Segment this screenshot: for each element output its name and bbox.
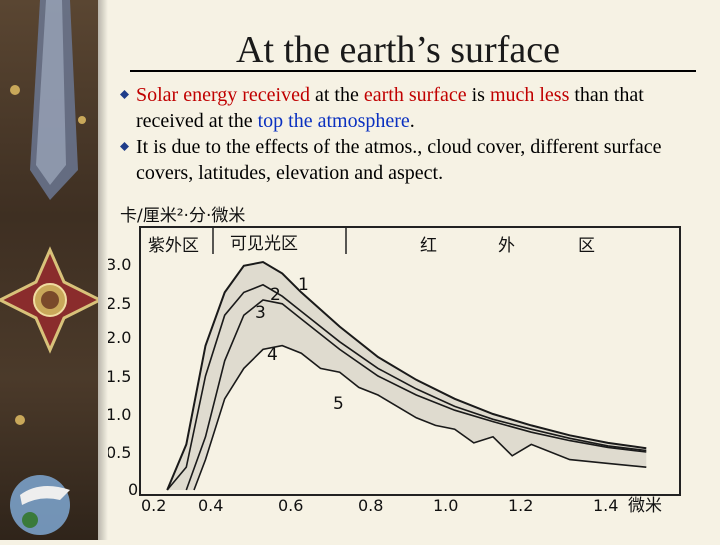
slide-title: At the earth’s surface: [236, 29, 560, 71]
band-label-uv: 紫外区: [148, 236, 199, 256]
x-tick-label: 1.2: [508, 496, 533, 515]
bullet-item-1: Solar energy received at the earth surfa…: [120, 82, 710, 134]
x-tick-label: 0.8: [358, 496, 383, 515]
band-label-ir-2: 外: [498, 236, 515, 256]
y-tick-label: 1.5: [108, 367, 131, 386]
curve-label-5: 5: [333, 394, 344, 414]
absorption-shading: [167, 262, 647, 490]
curve-line-1: [166, 260, 647, 491]
band-label-visible: 可见光区: [230, 234, 298, 254]
decorative-sidebar: [0, 0, 104, 540]
x-tick-label: 0.4: [198, 496, 223, 515]
curve-label-3: 3: [255, 303, 266, 323]
band-label-ir-1: 红: [420, 236, 437, 256]
curve-labels: 1 2 3 4 5: [255, 275, 344, 414]
bullet-1-phrase-d: is: [471, 84, 485, 106]
curve-line-3: [185, 299, 647, 491]
solar-spectrum-chart: 卡/厘米²·分·微米 紫外区 可见光区 红 外 区 3.0 2.5 2.0 1.…: [108, 206, 681, 516]
y-axis-ticks: 3.0 2.5 2.0 1.5 1.0 0.5 0: [108, 255, 138, 499]
bullet-1-phrase-a: Solar energy received: [136, 84, 310, 106]
x-tick-label: 0.2: [141, 496, 166, 515]
curve-label-1: 1: [298, 275, 309, 295]
y-tick-label: 0: [128, 480, 138, 499]
bullet-2-text: It is due to the effects of the atmos., …: [136, 136, 662, 184]
x-tick-label: 0.6: [278, 496, 303, 515]
bullet-1-phrase-c: earth surface: [363, 84, 467, 106]
y-tick-label: 2.0: [108, 328, 131, 347]
x-tick-label: 1.0: [433, 496, 458, 515]
y-tick-label: 0.5: [108, 443, 131, 462]
band-label-ir-3: 区: [578, 236, 595, 256]
bullet-1-phrase-f: than that received at the: [136, 84, 644, 132]
slide: At the earth’s surface Solar energy rece…: [108, 0, 720, 540]
bullet-1-period: .: [409, 110, 415, 132]
curve-label-2: 2: [270, 285, 281, 305]
diamond-bullet-icon: [120, 90, 129, 99]
curve-label-4: 4: [267, 345, 278, 365]
x-axis-ticks: 0.2 0.4 0.6 0.8 1.0 1.2 1.4 微米: [141, 496, 662, 516]
y-tick-label: 2.5: [108, 294, 131, 313]
bullet-1-phrase-g: top the atmosphere: [257, 110, 410, 132]
x-tick-label: 1.4: [593, 496, 618, 515]
medal-decoration: [0, 0, 104, 535]
bullet-1-phrase-b: at the: [315, 84, 359, 106]
plot-frame: [139, 226, 681, 496]
bullet-1-phrase-e: much less: [489, 84, 570, 106]
y-tick-label: 1.0: [108, 405, 131, 424]
curves-group: [166, 260, 647, 491]
diamond-bullet-icon: [120, 142, 129, 151]
bullet-list: Solar energy received at the earth surfa…: [120, 82, 710, 186]
x-unit-label: 微米: [628, 496, 662, 516]
sidebar-shadow: [98, 0, 108, 540]
bullet-item-2: It is due to the effects of the atmos., …: [120, 134, 710, 186]
y-tick-label: 3.0: [108, 255, 131, 274]
curve-line-4: [193, 344, 647, 491]
title-divider: [130, 70, 696, 72]
y-unit-label: 卡/厘米²·分·微米: [120, 206, 245, 226]
curve-line-2: [166, 283, 647, 491]
